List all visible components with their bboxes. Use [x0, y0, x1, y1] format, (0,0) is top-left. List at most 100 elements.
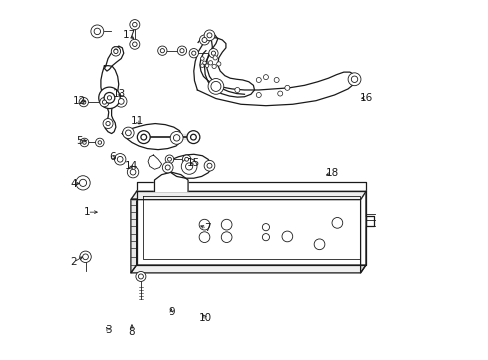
Text: 7: 7: [203, 223, 210, 233]
Circle shape: [206, 163, 212, 168]
Circle shape: [157, 46, 166, 55]
Polygon shape: [154, 172, 188, 192]
Circle shape: [102, 100, 106, 104]
Text: 2: 2: [70, 257, 77, 267]
Circle shape: [180, 49, 183, 53]
Circle shape: [350, 76, 357, 82]
Circle shape: [205, 64, 208, 67]
Circle shape: [182, 155, 190, 163]
Circle shape: [221, 232, 231, 243]
Circle shape: [79, 98, 88, 107]
Circle shape: [107, 96, 111, 100]
Text: 9: 9: [167, 307, 174, 317]
Text: 1: 1: [84, 207, 90, 217]
Circle shape: [165, 155, 173, 163]
Text: 13: 13: [113, 89, 126, 99]
Polygon shape: [131, 192, 365, 200]
Text: 11: 11: [130, 116, 143, 126]
Circle shape: [81, 100, 86, 104]
Circle shape: [181, 158, 197, 174]
Circle shape: [130, 169, 136, 175]
Circle shape: [186, 131, 200, 144]
Circle shape: [274, 77, 279, 82]
Text: 10: 10: [198, 312, 211, 323]
Circle shape: [256, 93, 261, 98]
Circle shape: [216, 62, 221, 66]
Circle shape: [234, 87, 240, 93]
Circle shape: [191, 51, 196, 55]
Circle shape: [282, 231, 292, 242]
Circle shape: [200, 57, 203, 60]
Circle shape: [173, 135, 180, 141]
Circle shape: [208, 49, 218, 58]
Circle shape: [313, 239, 324, 249]
Circle shape: [111, 47, 121, 56]
Circle shape: [331, 217, 342, 228]
Circle shape: [76, 176, 90, 190]
Circle shape: [99, 87, 120, 109]
Circle shape: [277, 91, 282, 96]
Circle shape: [130, 39, 140, 49]
Text: 17: 17: [122, 30, 136, 40]
Circle shape: [80, 179, 86, 186]
Polygon shape: [365, 216, 373, 226]
Circle shape: [132, 42, 137, 46]
Circle shape: [137, 131, 150, 144]
Circle shape: [160, 49, 164, 53]
Circle shape: [213, 56, 217, 60]
Circle shape: [136, 271, 145, 282]
Circle shape: [127, 166, 139, 178]
Circle shape: [210, 81, 221, 91]
Circle shape: [106, 121, 110, 126]
Text: 14: 14: [124, 161, 138, 171]
Polygon shape: [197, 51, 356, 106]
Polygon shape: [131, 192, 136, 273]
Circle shape: [114, 49, 118, 54]
Text: 12: 12: [73, 96, 86, 107]
Circle shape: [117, 157, 123, 162]
Circle shape: [132, 22, 137, 27]
Circle shape: [221, 219, 231, 230]
Circle shape: [347, 73, 360, 86]
Circle shape: [200, 64, 203, 67]
Circle shape: [130, 19, 140, 30]
Polygon shape: [131, 265, 365, 273]
Circle shape: [80, 251, 91, 262]
Polygon shape: [142, 134, 194, 139]
Circle shape: [103, 118, 113, 129]
Circle shape: [262, 234, 269, 241]
Circle shape: [165, 165, 170, 170]
Circle shape: [95, 138, 104, 147]
Circle shape: [263, 75, 268, 80]
Text: 18: 18: [325, 168, 338, 178]
Circle shape: [82, 254, 88, 260]
Circle shape: [202, 37, 206, 42]
Circle shape: [199, 219, 209, 230]
Circle shape: [82, 141, 86, 144]
Circle shape: [111, 46, 120, 55]
Circle shape: [167, 157, 171, 161]
Text: 8: 8: [128, 327, 135, 337]
Circle shape: [185, 163, 192, 170]
Polygon shape: [122, 123, 182, 150]
Polygon shape: [101, 66, 119, 134]
Circle shape: [207, 78, 224, 94]
Circle shape: [104, 93, 115, 103]
Circle shape: [190, 134, 196, 140]
Circle shape: [199, 232, 209, 243]
Circle shape: [141, 134, 146, 140]
Text: 15: 15: [187, 158, 200, 168]
Circle shape: [203, 160, 214, 171]
Circle shape: [203, 61, 206, 64]
Circle shape: [94, 28, 101, 35]
Circle shape: [170, 131, 183, 144]
Circle shape: [162, 162, 173, 173]
Circle shape: [206, 33, 212, 38]
Polygon shape: [136, 182, 365, 192]
Circle shape: [115, 96, 127, 107]
Circle shape: [177, 46, 186, 55]
Circle shape: [262, 224, 269, 231]
Text: 6: 6: [109, 152, 115, 162]
Circle shape: [285, 85, 289, 90]
Circle shape: [114, 49, 118, 53]
